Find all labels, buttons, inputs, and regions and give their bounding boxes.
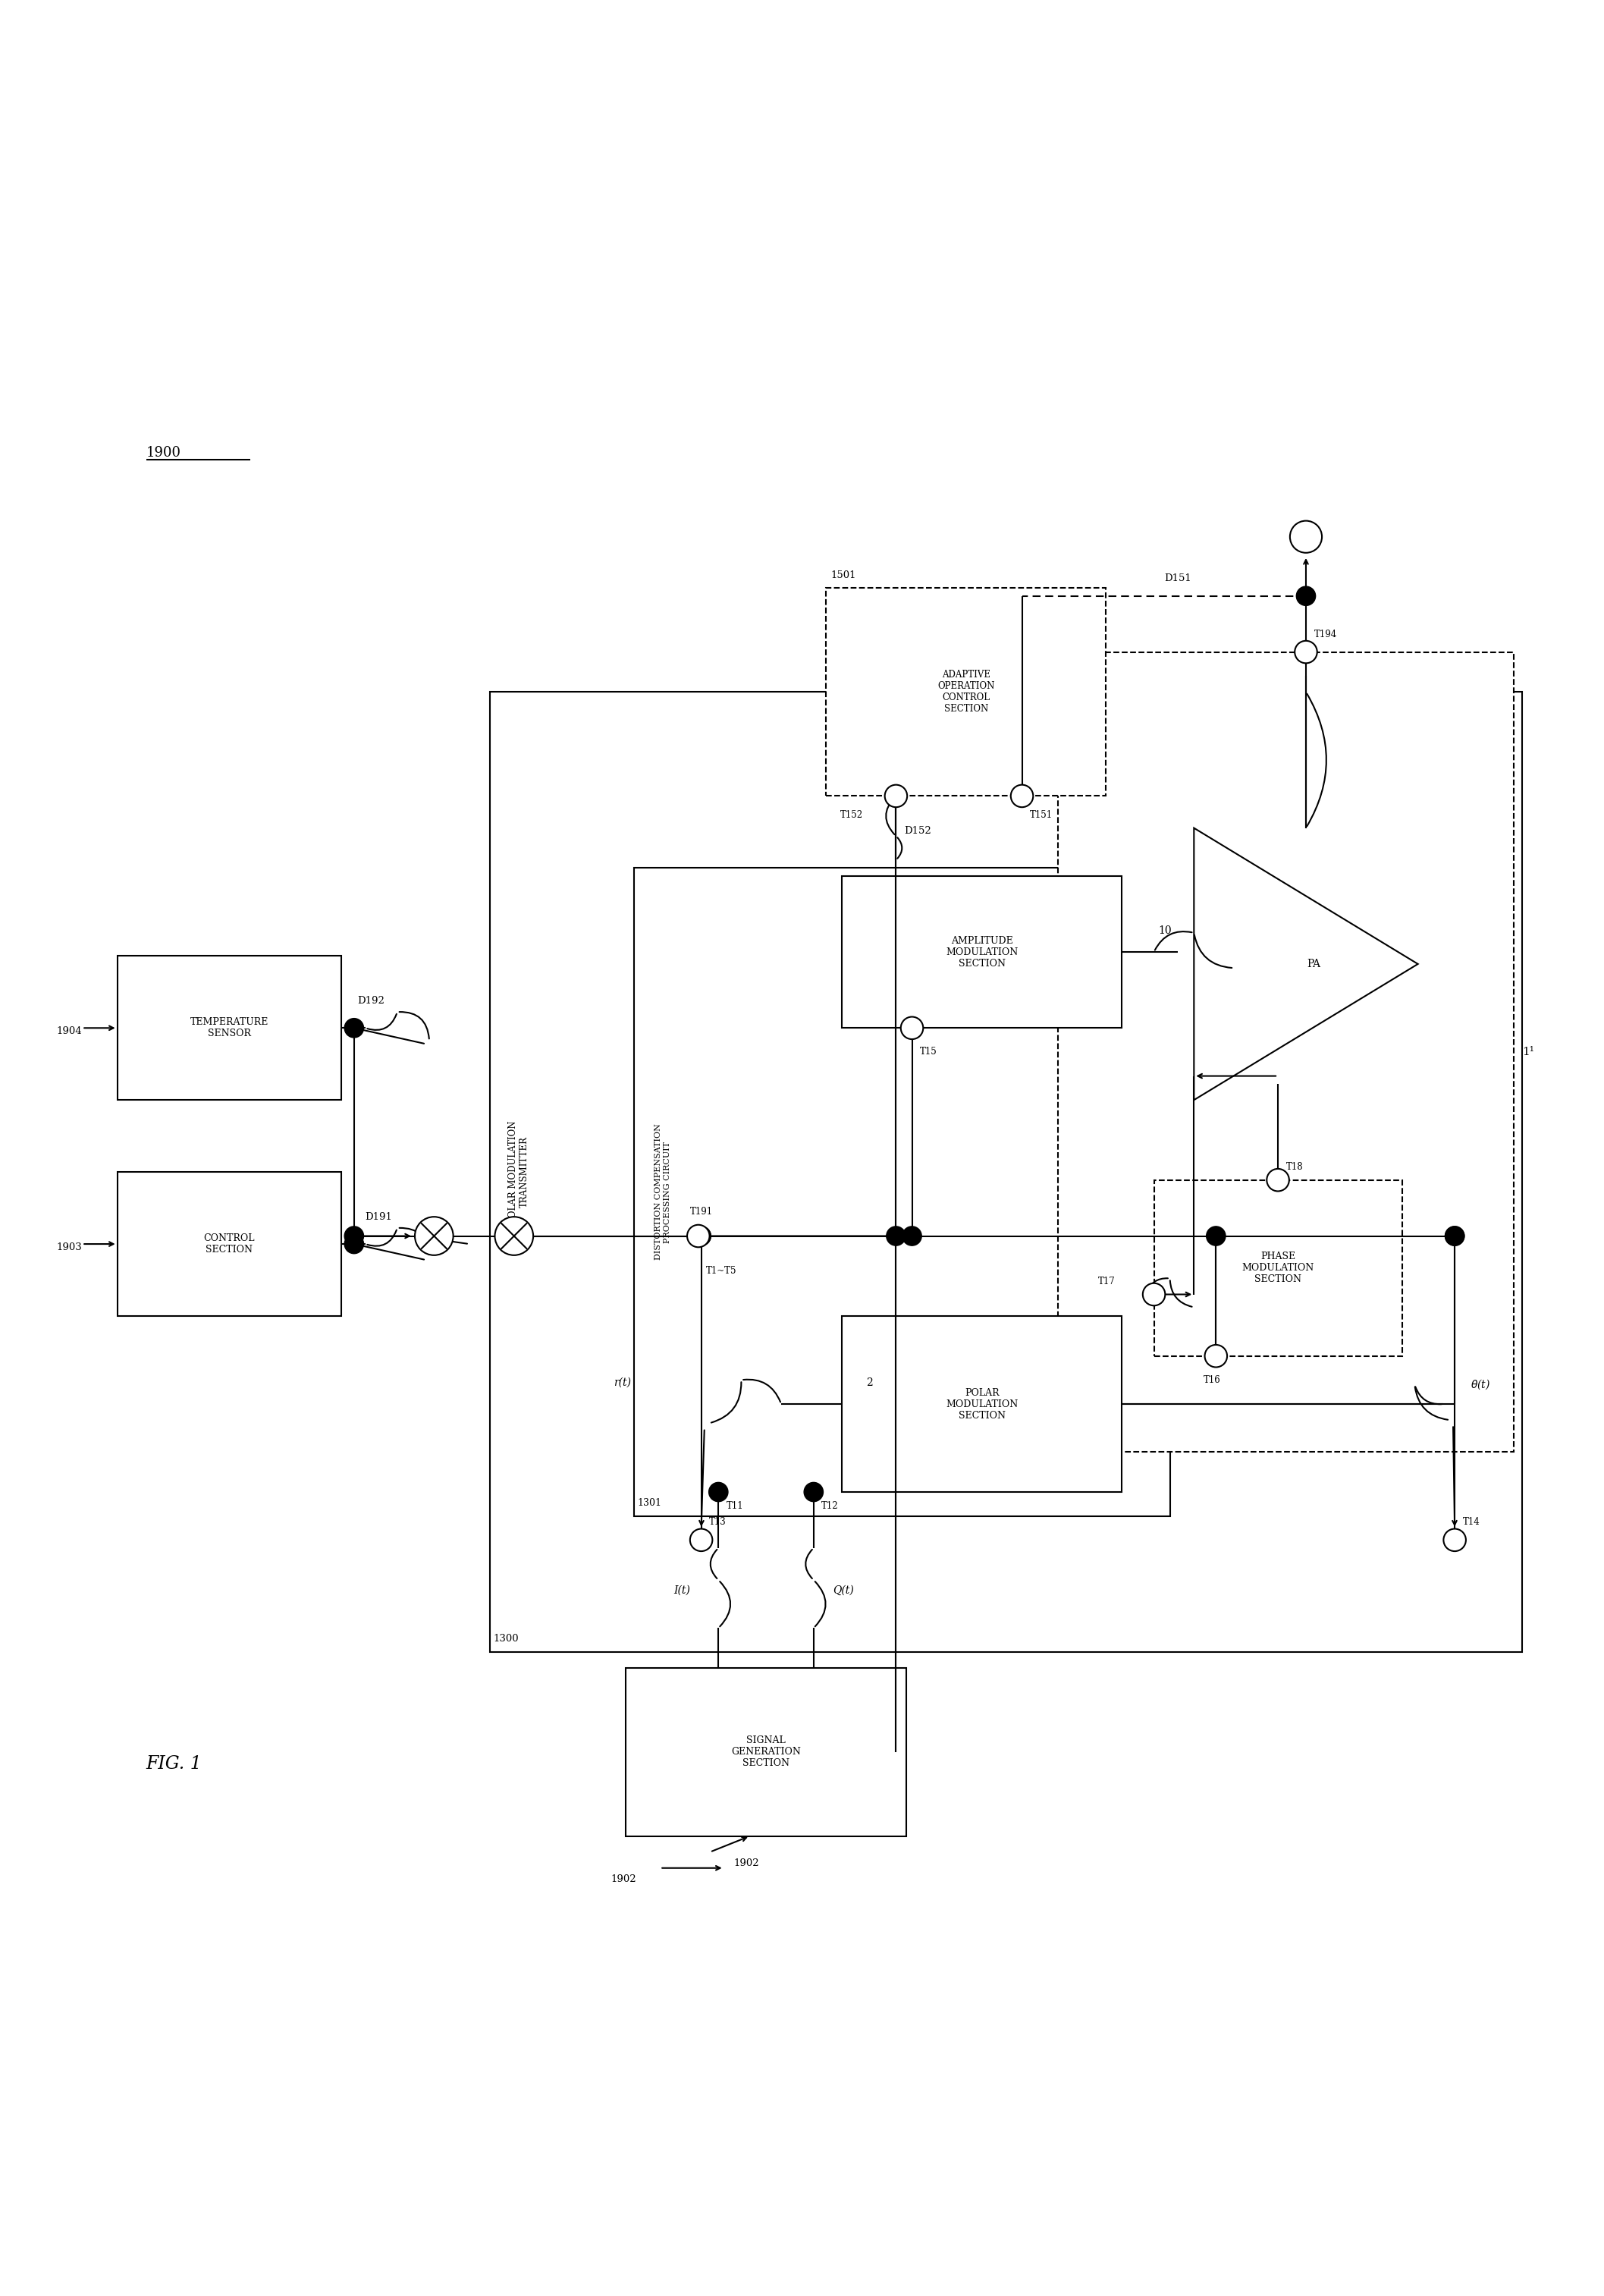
Text: PA: PA (1307, 960, 1320, 969)
Circle shape (1205, 1345, 1227, 1366)
Text: ADAPTIVE
OPERATION
CONTROL
SECTION: ADAPTIVE OPERATION CONTROL SECTION (937, 670, 994, 714)
Circle shape (1445, 1226, 1464, 1247)
Text: T17: T17 (1099, 1277, 1115, 1286)
Circle shape (1290, 521, 1322, 553)
Circle shape (903, 1226, 922, 1247)
Circle shape (496, 1217, 533, 1256)
Text: Q(t): Q(t) (832, 1587, 853, 1596)
Circle shape (691, 1226, 711, 1247)
Text: 2: 2 (866, 1378, 873, 1389)
Text: T13: T13 (709, 1518, 727, 1527)
Text: T16: T16 (1203, 1375, 1221, 1384)
Circle shape (1294, 641, 1317, 664)
Text: D151: D151 (1165, 574, 1192, 583)
Circle shape (1267, 1169, 1290, 1192)
Text: r(t): r(t) (613, 1378, 630, 1389)
Circle shape (345, 1235, 364, 1254)
Bar (826, 588, 1107, 797)
Text: 1903: 1903 (56, 1242, 82, 1251)
Text: POLAR
MODULATION
SECTION: POLAR MODULATION SECTION (946, 1387, 1019, 1421)
Text: 1501: 1501 (831, 569, 857, 581)
Text: D192: D192 (358, 996, 385, 1006)
Circle shape (345, 1019, 364, 1038)
Text: $\theta$(t): $\theta$(t) (1471, 1378, 1490, 1391)
Bar (117, 1171, 342, 1316)
Bar (842, 1316, 1121, 1492)
Circle shape (1206, 1226, 1225, 1247)
Circle shape (345, 1226, 364, 1247)
Bar (626, 1667, 906, 1837)
Circle shape (690, 1529, 712, 1552)
Text: 1904: 1904 (56, 1026, 82, 1035)
Circle shape (887, 1226, 906, 1247)
Text: I(t): I(t) (674, 1587, 690, 1596)
Text: DISTORTION COMPENSATION
PROCESSING CIRCUIT: DISTORTION COMPENSATION PROCESSING CIRCU… (654, 1123, 670, 1261)
Circle shape (691, 1226, 711, 1247)
Text: D191: D191 (366, 1212, 393, 1221)
Bar (1153, 1180, 1402, 1357)
Text: T191: T191 (690, 1208, 714, 1217)
Text: T194: T194 (1314, 629, 1336, 638)
Text: T151: T151 (1030, 810, 1052, 820)
Circle shape (1011, 785, 1033, 808)
Bar (634, 868, 1169, 1515)
Circle shape (885, 785, 908, 808)
Text: T12: T12 (821, 1502, 839, 1511)
Text: CONTROL
SECTION: CONTROL SECTION (204, 1233, 255, 1254)
Text: T152: T152 (840, 810, 863, 820)
Text: T15: T15 (921, 1047, 937, 1056)
Text: POLAR MODULATION
TRANSMITTER: POLAR MODULATION TRANSMITTER (508, 1120, 529, 1224)
Circle shape (415, 1217, 454, 1256)
Bar (1059, 652, 1514, 1451)
Text: T14: T14 (1463, 1518, 1480, 1527)
Text: T11: T11 (727, 1502, 744, 1511)
Text: T1~T5: T1~T5 (706, 1265, 738, 1277)
Bar (842, 877, 1121, 1029)
Text: 1¹: 1¹ (1522, 1047, 1533, 1056)
Text: 1301: 1301 (637, 1499, 661, 1508)
Text: 1902: 1902 (611, 1874, 637, 1885)
Text: SIGNAL
GENERATION
SECTION: SIGNAL GENERATION SECTION (731, 1736, 800, 1768)
Text: 10: 10 (1158, 925, 1171, 937)
Circle shape (1444, 1529, 1466, 1552)
Text: D152: D152 (905, 827, 930, 836)
Bar (491, 691, 1522, 1653)
Text: PHASE
MODULATION
SECTION: PHASE MODULATION SECTION (1241, 1251, 1314, 1283)
Circle shape (687, 1224, 709, 1247)
Bar (117, 955, 342, 1100)
Text: 1902: 1902 (735, 1857, 760, 1869)
Circle shape (804, 1483, 823, 1502)
Circle shape (1296, 585, 1315, 606)
Circle shape (1445, 1226, 1464, 1247)
Text: T18: T18 (1286, 1162, 1302, 1171)
Text: TEMPERATURE
SENSOR: TEMPERATURE SENSOR (191, 1017, 268, 1038)
Circle shape (1142, 1283, 1165, 1306)
Text: FIG. 1: FIG. 1 (146, 1754, 202, 1773)
Text: AMPLITUDE
MODULATION
SECTION: AMPLITUDE MODULATION SECTION (946, 937, 1019, 969)
Circle shape (709, 1483, 728, 1502)
Circle shape (901, 1017, 924, 1040)
Text: 1300: 1300 (494, 1635, 518, 1644)
Text: 1900: 1900 (146, 445, 181, 459)
